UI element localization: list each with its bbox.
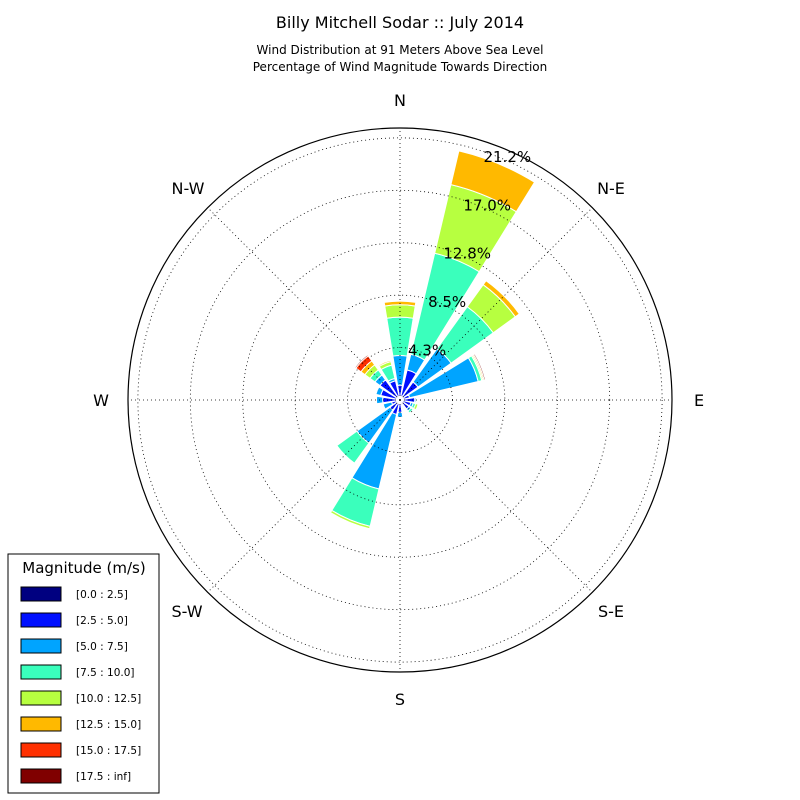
chart-subtitle-line-1: Wind Distribution at 91 Meters Above Sea… bbox=[257, 43, 544, 57]
chart-subtitle-line-2: Percentage of Wind Magnitude Towards Dir… bbox=[253, 60, 547, 74]
radial-tick-label: 8.5% bbox=[428, 293, 466, 311]
wind-bar-segment bbox=[382, 401, 394, 410]
wind-bar-segment bbox=[472, 353, 487, 381]
grid-spoke bbox=[399, 399, 593, 593]
wind-bar-segment bbox=[396, 411, 404, 418]
grid-spoke bbox=[399, 207, 593, 401]
radial-tick-label: 21.2% bbox=[483, 148, 531, 166]
legend-label: [15.0 : 17.5] bbox=[76, 745, 141, 757]
direction-label-ne: N-E bbox=[597, 179, 625, 198]
legend-swatch bbox=[20, 716, 62, 732]
radial-tick-label: 17.0% bbox=[463, 196, 511, 214]
legend-swatch bbox=[20, 664, 62, 680]
legend-title: Magnitude (m/s) bbox=[22, 559, 145, 577]
grid-spoke bbox=[207, 207, 401, 401]
legend-swatch bbox=[20, 612, 62, 628]
wind-bar-segment bbox=[375, 386, 384, 397]
wind-sectors bbox=[329, 150, 536, 530]
legend-label: [12.5 : 15.0] bbox=[76, 719, 141, 731]
legend-swatch bbox=[20, 638, 62, 654]
chart-title: Billy Mitchell Sodar :: July 2014 bbox=[276, 13, 524, 32]
legend-label: [10.0 : 12.5] bbox=[76, 693, 141, 705]
legend-label: [7.5 : 10.0] bbox=[76, 667, 134, 679]
legend-swatch bbox=[20, 690, 62, 706]
radial-tick-label: 4.3% bbox=[408, 342, 446, 360]
wind-bar-segment bbox=[414, 396, 417, 404]
direction-label-sw: S-W bbox=[171, 602, 202, 621]
wind-bar-segment bbox=[329, 509, 371, 530]
grid-ring bbox=[242, 242, 558, 558]
grid-ring bbox=[137, 137, 663, 663]
legend-swatch bbox=[20, 586, 62, 602]
direction-label-w: W bbox=[93, 391, 109, 410]
radial-tick-labels: 4.3% 8.5% 12.8% 17.0% 21.2% bbox=[408, 148, 531, 360]
direction-label-s: S bbox=[395, 690, 405, 709]
direction-label-n: N bbox=[394, 91, 406, 110]
wind-bar-segment bbox=[377, 359, 392, 368]
legend: Magnitude (m/s) [0.0 : 2.5] [2.5 : 5.0] [5… bbox=[7, 553, 160, 794]
wind-bar-segment bbox=[450, 150, 536, 213]
grid-spoke bbox=[207, 399, 401, 593]
wind-bar-segment bbox=[336, 430, 370, 464]
direction-label-se: S-E bbox=[598, 602, 624, 621]
radial-tick-label: 12.8% bbox=[443, 245, 491, 263]
legend-items: [0.0 : 2.5] [2.5 : 5.0] [5.0 : 7.5] [7.5 : … bbox=[20, 586, 141, 784]
direction-label-nw: N-W bbox=[172, 179, 205, 198]
legend-swatch bbox=[20, 768, 62, 784]
legend-swatch bbox=[20, 742, 62, 758]
legend-label: [5.0 : 7.5] bbox=[76, 641, 128, 653]
polar-grid bbox=[128, 128, 672, 672]
wind-bar-segment bbox=[407, 407, 414, 414]
legend-label: [17.5 : inf] bbox=[76, 771, 131, 783]
wind-bar-segment bbox=[482, 279, 521, 318]
direction-label-e: E bbox=[694, 391, 704, 410]
legend-label: [0.0 : 2.5] bbox=[76, 589, 128, 601]
wind-bar-segment bbox=[412, 403, 419, 411]
legend-label: [2.5 : 5.0] bbox=[76, 615, 128, 627]
grid-ring bbox=[189, 189, 611, 611]
wind-bar-segment bbox=[354, 354, 369, 369]
polar-frame bbox=[127, 127, 673, 673]
